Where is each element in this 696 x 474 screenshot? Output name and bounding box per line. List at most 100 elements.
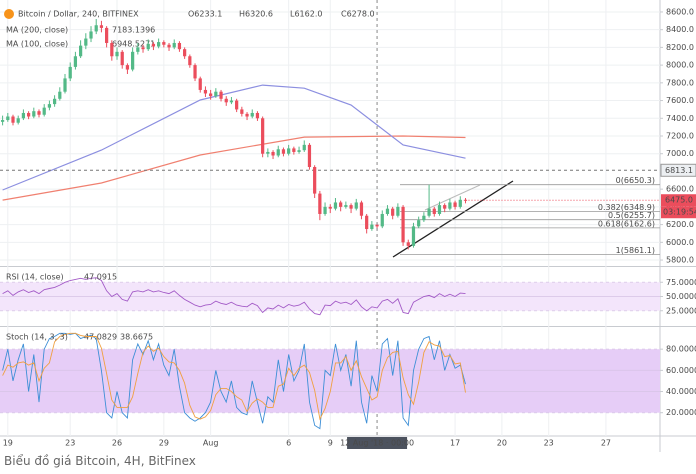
candle-body bbox=[115, 51, 119, 57]
x-tick-label: 23 bbox=[544, 439, 554, 448]
candle-body bbox=[427, 208, 431, 216]
candle-body bbox=[391, 208, 395, 216]
candle-body bbox=[443, 205, 447, 209]
candle-body bbox=[432, 208, 436, 214]
overlay-legend-name: MA (100, close) bbox=[6, 40, 68, 49]
candle-body bbox=[79, 45, 83, 57]
candle-body bbox=[167, 44, 171, 48]
candle-body bbox=[229, 100, 234, 103]
candle-body bbox=[417, 220, 421, 227]
candle-body bbox=[141, 47, 145, 50]
overlay-legend-value: 7183.1396 bbox=[112, 26, 155, 35]
candle-body bbox=[219, 91, 223, 99]
candle-body bbox=[58, 91, 62, 99]
indicator-legend-value: 47.0829 bbox=[84, 333, 117, 342]
candle-body bbox=[37, 111, 41, 115]
candle-body bbox=[245, 113, 249, 117]
candle-body bbox=[84, 38, 88, 46]
candle-body bbox=[266, 151, 270, 154]
symbol-icon bbox=[4, 9, 14, 19]
candle-body bbox=[261, 118, 265, 154]
x-tick-label: 17 bbox=[450, 439, 460, 448]
candle-body bbox=[297, 150, 301, 152]
indicator-line bbox=[2, 332, 466, 421]
candle-body bbox=[172, 42, 176, 48]
candle-body bbox=[453, 202, 457, 207]
candle-body bbox=[89, 31, 93, 39]
y-tick-label: 6600.0 bbox=[666, 185, 694, 194]
candle-body bbox=[11, 116, 15, 123]
candle-body bbox=[94, 25, 98, 32]
candle-body bbox=[162, 42, 166, 45]
x-tick-label: 9 bbox=[328, 439, 333, 448]
ohlc-legend-value: L6162.0 bbox=[290, 10, 322, 19]
y-tick-label: 6000.0 bbox=[666, 238, 694, 247]
candle-body bbox=[16, 118, 20, 123]
last-price-box bbox=[661, 194, 696, 207]
chart-title: Bitcoin / Dollar, 240, BITFINEX bbox=[18, 10, 139, 19]
y-tick-label: 8000.0 bbox=[666, 61, 694, 70]
candle-body bbox=[354, 202, 358, 209]
y-tick-label: 5800.0 bbox=[666, 256, 694, 265]
y-tick-label: 8200.0 bbox=[666, 43, 694, 52]
y-tick-label: 40.00000 bbox=[666, 387, 696, 396]
candle-body bbox=[359, 202, 364, 216]
trendline-extension bbox=[424, 184, 481, 211]
x-tick-label: 26 bbox=[112, 439, 122, 448]
fib-level-label: 0.5(6255.7) bbox=[608, 211, 655, 220]
candle-body bbox=[99, 25, 104, 28]
candle-body bbox=[318, 193, 322, 214]
candle-body bbox=[193, 65, 197, 79]
y-tick-label: 6200.0 bbox=[666, 220, 694, 229]
ohlc-legend-value: O6233.1 bbox=[188, 10, 222, 19]
y-tick-label: 7400.0 bbox=[666, 114, 694, 123]
y-tick-label: 75.00000 bbox=[666, 278, 696, 287]
y-tick-label: 7600.0 bbox=[666, 96, 694, 105]
candle-body bbox=[47, 104, 52, 108]
y-tick-label: 8600.0 bbox=[666, 7, 694, 16]
candle-body bbox=[120, 51, 124, 66]
countdown-label: 03:19:54 bbox=[663, 208, 696, 217]
crosshair-label-box bbox=[347, 437, 408, 449]
candle-body bbox=[136, 47, 140, 52]
x-tick-label: 19 bbox=[3, 439, 13, 448]
candle-body bbox=[250, 112, 254, 117]
candle-body bbox=[52, 98, 57, 105]
candle-body bbox=[401, 206, 405, 243]
y-tick-label: 7200.0 bbox=[666, 131, 694, 140]
candle-body bbox=[380, 213, 384, 227]
candle-body bbox=[214, 91, 218, 97]
candle-body bbox=[349, 205, 353, 209]
candle-body bbox=[105, 27, 109, 43]
candle-body bbox=[224, 98, 228, 103]
candle-body bbox=[32, 111, 36, 117]
candle-body bbox=[73, 56, 78, 67]
y-tick-label: 7800.0 bbox=[666, 78, 694, 87]
candle-body bbox=[448, 202, 452, 209]
x-tick-label: 23 bbox=[65, 439, 75, 448]
candle-body bbox=[209, 93, 213, 97]
candle-body bbox=[276, 149, 280, 156]
indicator-line bbox=[2, 277, 466, 316]
candle-body bbox=[110, 42, 114, 57]
candle-body bbox=[6, 116, 10, 121]
candle-body bbox=[406, 242, 410, 246]
candle-body bbox=[183, 49, 187, 57]
x-tick-label: 6 bbox=[286, 439, 291, 448]
candle-body bbox=[177, 42, 182, 50]
candle-body bbox=[63, 78, 67, 92]
candle-body bbox=[26, 112, 31, 117]
y-tick-label: 80.00000 bbox=[666, 345, 696, 354]
overlay-legend-name: MA (200, close) bbox=[6, 26, 68, 35]
candle-body bbox=[323, 206, 327, 214]
countdown-box bbox=[661, 206, 696, 219]
x-tick-label: Aug bbox=[203, 439, 219, 448]
chart: 19 23 26 29 Aug 6 9 17 20 23 27 5800.0 6000.0 6200.0 6… bbox=[0, 0, 696, 452]
indicator-band bbox=[0, 349, 660, 413]
price-line-label: 6813.1 bbox=[665, 166, 693, 175]
candle-body bbox=[198, 78, 202, 90]
candle-body bbox=[157, 42, 161, 47]
y-tick-label: 50.00000 bbox=[666, 292, 696, 301]
candle-body bbox=[0, 120, 5, 122]
